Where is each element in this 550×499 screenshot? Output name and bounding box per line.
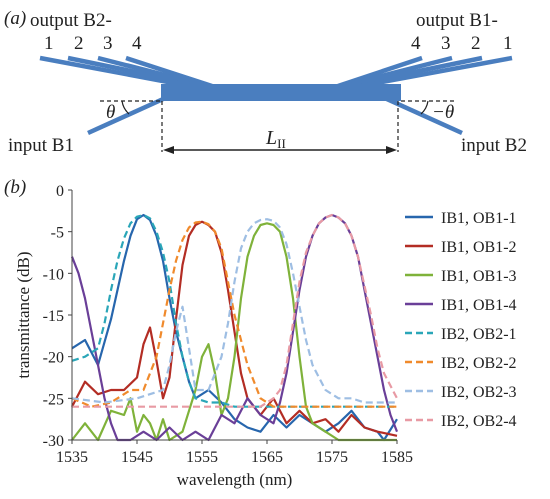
y-tick-label: -5 [51,225,64,242]
waveguide-left-4 [125,55,213,89]
legend-label-5: IB2, OB2-1 [441,326,517,343]
input-right-label: input B2 [461,135,527,156]
angle-arc-right [420,100,429,115]
angle-arc-left [121,100,130,115]
x-tick-label: 1545 [121,449,153,466]
legend-label-2: IB1, OB1-2 [441,239,517,256]
y-axis-label: transmittance (dB) [14,252,33,379]
length-arrow-right-head [386,146,397,154]
legend-label-6: IB2, OB2-2 [441,355,517,372]
length-subscript: II [277,136,286,151]
output-left-title: output B2- [30,10,112,31]
series-layer [70,213,399,442]
series-line-7 [71,218,397,404]
legend-label-3: IB1, OB1-3 [441,268,517,285]
port-left-4: 4 [132,33,142,54]
x-tick-label: 1535 [56,449,88,466]
port-left-2: 2 [74,33,84,54]
port-right-3: 3 [441,33,451,54]
port-left-3: 3 [103,33,113,54]
port-left-1: 1 [44,33,54,54]
port-right-2: 2 [471,33,481,54]
waveguide-left-3 [97,55,209,89]
waveguide-right-2 [345,55,483,89]
output-waveguides-left [39,55,213,91]
legend: IB1, OB1-1 IB1, OB1-2 IB1, OB1-3 IB1, OB1-4… [405,210,517,430]
y-tick-label: -10 [43,266,64,283]
waveguide-left-1 [39,55,201,91]
series-line-8 [72,213,398,408]
theta-label-right: −θ [432,102,454,123]
port-right-1: 1 [503,33,513,54]
output-right-title: output B1- [416,10,498,31]
length-symbol: L [265,127,277,149]
legend-label-1: IB1, OB1-1 [441,210,517,227]
series-line-6 [71,220,397,408]
y-tick-label: -15 [43,308,64,325]
series-line-5 [71,213,397,408]
legend-label-8: IB2, OB2-4 [441,413,517,430]
x-tick-label: 1555 [186,449,218,466]
y-tick-label: 0 [56,183,64,200]
legend-label-7: IB2, OB2-3 [441,384,517,401]
x-tick-label: 1585 [381,449,413,466]
panel-a: (a) output B2- output B1- 1 2 3 4 4 3 2 … [4,8,527,156]
x-axis-label: wavelength (nm) [177,470,293,489]
x-tick-label: 1565 [251,449,283,466]
length-label: LII [265,127,286,151]
x-tick-label: 1575 [316,449,348,466]
waveguide-slab [161,84,401,101]
input-waveguide-right [377,92,463,136]
panel-a-label: (a) [4,8,26,29]
y-tick-label: -25 [43,391,64,408]
y-tick-label: -30 [43,433,64,450]
port-right-4: 4 [411,33,421,54]
legend-label-4: IB1, OB1-4 [441,297,517,314]
panel-b-label: (b) [4,177,26,198]
theta-label-left: θ [106,102,115,123]
length-dimension: LII [163,127,397,154]
y-tick-label: -20 [43,350,64,367]
input-left-label: input B1 [8,135,74,156]
waveguide-right-1 [349,55,513,91]
length-arrow-left-head [163,146,174,154]
output-waveguides-right [337,55,513,91]
series-line-2 [71,220,398,437]
